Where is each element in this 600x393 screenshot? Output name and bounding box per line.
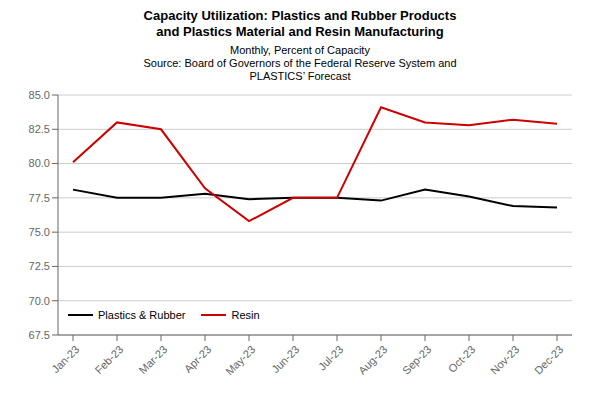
- svg-text:Aug-23: Aug-23: [356, 343, 390, 377]
- svg-text:May-23: May-23: [223, 343, 257, 377]
- svg-text:80.0: 80.0: [29, 157, 50, 169]
- html-text:Source: Board of Governors of: Source: Board of Governors of the Federa…: [143, 57, 457, 69]
- html-text:PLASTICS’ Forecast: PLASTICS’ Forecast: [249, 70, 351, 82]
- svg-text:72.5: 72.5: [29, 260, 50, 272]
- svg-text:82.5: 82.5: [29, 123, 50, 135]
- svg-text:Jan-23: Jan-23: [49, 343, 81, 375]
- svg-text:Feb-23: Feb-23: [92, 343, 125, 376]
- svg-text:75.0: 75.0: [29, 226, 50, 238]
- html-text:Capacity Utilization: Plastics: Capacity Utilization: Plastics and Rubbe…: [143, 8, 457, 23]
- svg-text:Mar-23: Mar-23: [136, 343, 169, 376]
- svg-text:Nov-23: Nov-23: [488, 343, 522, 377]
- svg-text:70.0: 70.0: [29, 295, 50, 307]
- svg-text:77.5: 77.5: [29, 192, 50, 204]
- svg-text:Apr-23: Apr-23: [182, 343, 214, 375]
- html-text:Monthly, Percent of Capacity: Monthly, Percent of Capacity: [230, 44, 370, 56]
- svg-text:67.5: 67.5: [29, 329, 50, 341]
- svg-text:Oct-23: Oct-23: [446, 343, 478, 375]
- svg-text:85.0: 85.0: [29, 89, 50, 101]
- svg-text:Jun-23: Jun-23: [269, 343, 301, 375]
- html-text:Plastics & Rubber: Plastics & Rubber: [98, 309, 186, 321]
- html-text:Resin: Resin: [231, 309, 260, 321]
- html-text:and Plastics Material and Resi: and Plastics Material and Resin Manufact…: [156, 24, 444, 39]
- svg-text:Sep-23: Sep-23: [400, 343, 434, 377]
- svg-text:Dec-23: Dec-23: [532, 343, 566, 377]
- svg-text:Jul-23: Jul-23: [316, 343, 346, 373]
